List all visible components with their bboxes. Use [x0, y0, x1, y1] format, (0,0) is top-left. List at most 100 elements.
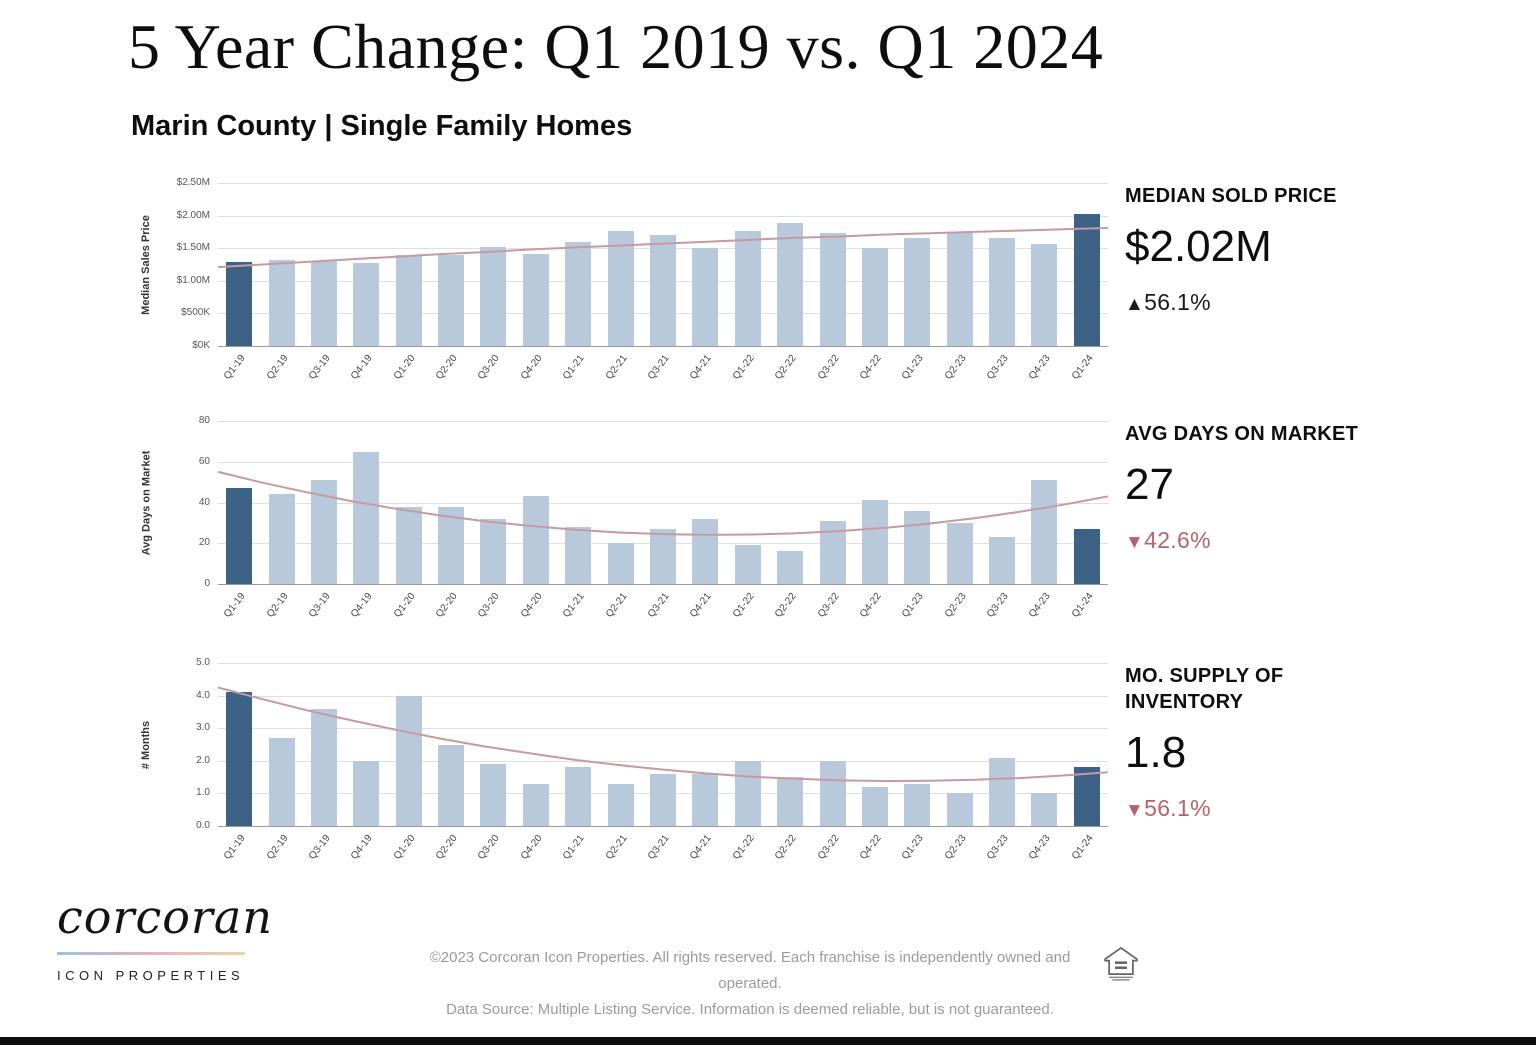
bar-Q4-23 — [1031, 480, 1058, 584]
y-axis-title-label: Median Sales Price — [140, 214, 153, 315]
x-tick-label: Q3-19 — [306, 591, 333, 620]
bar-Q1-24 — [1073, 767, 1100, 826]
x-tick-label: Q3-22 — [815, 353, 842, 382]
y-tick-label: $2.50M — [176, 177, 210, 188]
bar-Q4-21 — [692, 248, 719, 346]
x-tick-label: Q3-23 — [984, 353, 1011, 382]
bar-Q2-19 — [268, 494, 295, 584]
x-tick-label: Q2-19 — [264, 591, 291, 620]
x-tick-label: Q1-20 — [391, 833, 418, 862]
x-tick-label: Q2-22 — [773, 591, 799, 620]
y-tick-label: $2.00M — [176, 209, 210, 221]
chart-avg-days-on-market: Avg Days on Market 0 20 40 60 80 Q1-19 Q2-19 Q3… — [0, 415, 1536, 651]
bar-Q1-23 — [904, 510, 931, 584]
bar-Q2-20 — [438, 744, 465, 826]
bar-Q1-24 — [1073, 214, 1100, 346]
x-tick-label: Q2-20 — [433, 353, 460, 382]
bar-Q3-21 — [650, 235, 676, 346]
y-axis-title: Median Sales Price — [136, 183, 156, 346]
logo-gradient-bar — [57, 952, 245, 955]
bar-Q1-21 — [565, 241, 592, 346]
y-tick-label: 1.0 — [196, 787, 210, 799]
y-tick-label: $0K — [192, 340, 210, 351]
bar-Q3-22 — [819, 520, 846, 584]
x-tick-label: Q3-21 — [645, 591, 672, 620]
y-tick-label: 4.0 — [196, 689, 210, 701]
bar-Q1-20 — [395, 695, 422, 826]
x-tick-label: Q3-20 — [476, 591, 503, 620]
bar-Q2-19 — [268, 259, 295, 346]
stat-delta: ▼42.6% — [1125, 527, 1380, 554]
x-tick-label: Q2-23 — [942, 353, 969, 382]
bar-Q4-20 — [522, 783, 549, 826]
gridline — [218, 183, 1108, 184]
x-tick-label: Q3-21 — [645, 833, 672, 862]
footer-disclaimer: ©2023 Corcoran Icon Properties. All righ… — [400, 945, 1100, 1023]
plot-area: $0K $500K $1.00M $1.50M $2.00M $2.50M Q1-19 Q2-… — [177, 177, 1109, 382]
chart-median-sold-price: Median Sales Price $0K $500K $1.00M $1.50M $… — [0, 177, 1536, 413]
x-tick-label: Q2-21 — [603, 591, 630, 620]
bar-Q2-20 — [438, 254, 465, 346]
x-tick-label: Q4-22 — [857, 353, 884, 382]
x-tick-label: Q1-21 — [561, 353, 587, 382]
bar-Q3-22 — [819, 760, 846, 826]
y-axis-title-label: # Months — [140, 720, 152, 769]
gridline — [218, 502, 1108, 504]
gridline — [218, 461, 1108, 463]
x-tick-label: Q1-23 — [900, 833, 926, 862]
x-tick-label: Q4-19 — [349, 353, 375, 382]
x-tick-label: Q1-24 — [1069, 353, 1096, 382]
bar-Q1-23 — [904, 783, 931, 826]
bar-Q4-19 — [353, 263, 380, 346]
bar-Q1-21 — [565, 767, 592, 826]
x-tick-label: Q2-20 — [433, 591, 460, 620]
bar-Q4-23 — [1031, 244, 1058, 346]
x-tick-label: Q2-21 — [603, 353, 630, 382]
x-tick-label: Q1-21 — [561, 591, 587, 620]
bar-Q2-21 — [607, 543, 634, 584]
x-tick-label: Q1-23 — [900, 353, 926, 382]
gridline — [218, 215, 1108, 217]
bar-Q2-23 — [946, 522, 973, 584]
bar-Q3-20 — [480, 518, 507, 584]
bar-Q2-19 — [268, 737, 295, 826]
bar-Q1-19 — [226, 692, 253, 826]
x-tick-label: Q3-20 — [476, 353, 503, 382]
x-tick-label: Q3-21 — [645, 353, 672, 382]
stat-value: 1.8 — [1125, 728, 1187, 777]
bar-Q4-21 — [692, 518, 719, 584]
stat-panel: MO. SUPPLY OF INVENTORY 1.8 ▼56.1% — [1125, 663, 1380, 822]
x-tick-label: Q1-22 — [730, 591, 757, 620]
bar-Q3-19 — [310, 708, 337, 826]
x-tick-label: Q2-20 — [433, 833, 460, 862]
x-tick-label: Q1-19 — [222, 591, 248, 620]
gridline — [218, 760, 1108, 762]
bar-Q3-20 — [480, 246, 507, 346]
bar-Q4-21 — [692, 773, 719, 826]
bottom-edge-bar — [0, 1037, 1536, 1045]
y-tick-label: $500K — [181, 307, 210, 319]
x-tick-label: Q4-23 — [1027, 591, 1054, 620]
page-title: 5 Year Change: Q1 2019 vs. Q1 2024 — [128, 11, 1104, 82]
gridline — [218, 584, 1108, 585]
bar-Q4-20 — [522, 496, 549, 584]
bar-Q1-22 — [734, 545, 761, 584]
plot-area: 0.0 1.0 2.0 3.0 4.0 5.0 Q1-19 Q2-19 Q3-19 Q4-19 Q1… — [196, 657, 1109, 862]
page-subtitle: Marin County | Single Family Homes — [131, 110, 633, 142]
y-tick-label: 5.0 — [196, 657, 210, 668]
bar-Q3-19 — [310, 261, 337, 346]
x-tick-label: Q4-20 — [518, 591, 545, 620]
stat-heading: AVG DAYS ON MARKET — [1125, 423, 1359, 445]
bar-Q1-22 — [734, 760, 761, 826]
bar-Q4-23 — [1031, 793, 1058, 826]
x-tick-label: Q2-19 — [264, 833, 291, 862]
bar-Q3-23 — [989, 537, 1016, 584]
bar-Q2-23 — [946, 233, 973, 346]
x-tick-label: Q2-23 — [942, 833, 969, 862]
bar-Q2-23 — [946, 793, 973, 826]
down-arrow-icon: ▼ — [1125, 800, 1145, 821]
x-tick-label: Q4-20 — [518, 833, 545, 862]
stat-delta: ▲56.1% — [1125, 289, 1380, 316]
bar-Q1-24 — [1073, 529, 1100, 584]
